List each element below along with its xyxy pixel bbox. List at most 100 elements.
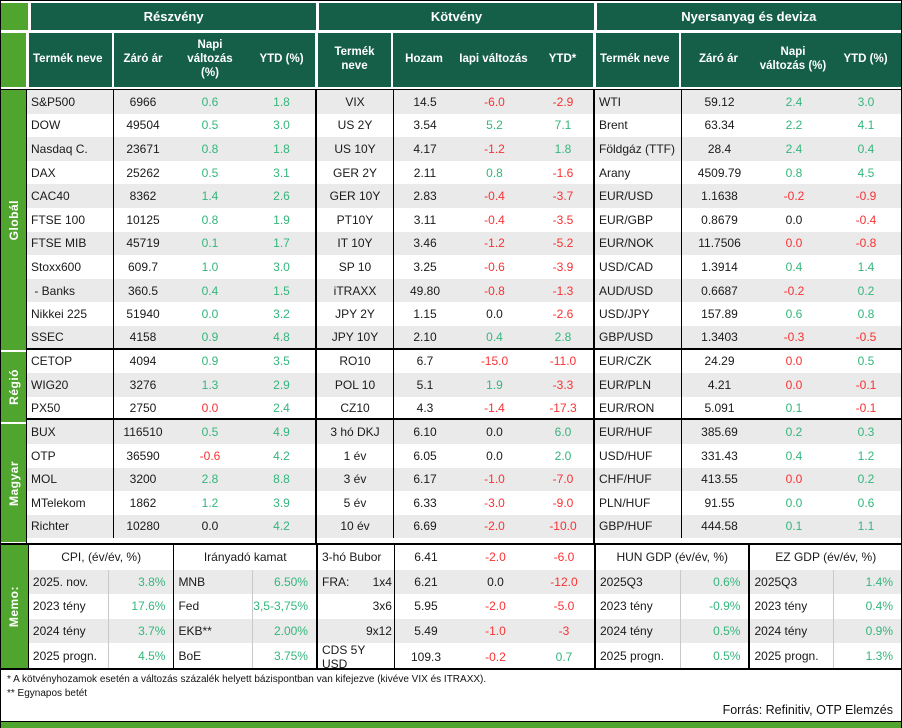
- bond-table: VIX 14.5 -6.0 -2.9 US 2Y 3.54 5.2 7.1 US 10Y 4.17…: [315, 90, 593, 543]
- daily-change-cell: 2.2: [785, 118, 803, 133]
- price-cell: 360.5: [127, 283, 159, 298]
- daily-change-cell: 0.0: [785, 377, 803, 392]
- daily-change-cell: -2.0: [485, 550, 506, 565]
- memo-label-left: FRA:: [321, 574, 350, 589]
- sidebar-label: Globál: [6, 199, 21, 240]
- product-name-cell: US 2Y: [317, 113, 394, 138]
- corner-cell: [1, 3, 28, 30]
- memo-row-item: 2025 progn. 4.5%: [29, 643, 174, 668]
- daily-change-cell: -0.2: [485, 650, 506, 664]
- memo-label: 2023 tény: [32, 599, 86, 614]
- product-name-cell: FTSE MIB: [27, 231, 114, 256]
- price-cell: 49504: [126, 118, 160, 133]
- product-name-cell: - Banks: [27, 278, 114, 303]
- sidebar-group-regio: Régió: [1, 351, 26, 423]
- ytd-cell: -5.0: [553, 599, 575, 614]
- ytd-cell: 0.7: [555, 650, 573, 664]
- memo-row-item: 2024 tény 0.9%: [750, 618, 901, 644]
- product-name-cell: BUX: [27, 420, 114, 444]
- table-row: EUR/HUF 385.69 0.2 0.3: [595, 420, 901, 444]
- product-name-cell: Nasdaq C.: [27, 137, 114, 161]
- ytd-cell: -2.6: [552, 307, 574, 322]
- price-cell: 8362: [129, 189, 157, 204]
- product-name-cell: GBP/USD: [595, 325, 682, 348]
- daily-change-cell: 0.0: [487, 574, 504, 589]
- col-header-close: Záró ár: [699, 53, 738, 66]
- memo-label-right: 1x4: [372, 574, 392, 589]
- ytd-cell: -0.8: [855, 236, 877, 251]
- daily-change-cell: 1.4: [201, 189, 219, 204]
- table-row: PX50 2750 0.0 2.4: [27, 396, 315, 421]
- memo-value: -0.9%: [679, 594, 749, 619]
- table-row: 3 hó DKJ 6.10 0.0 6.0: [317, 420, 593, 444]
- price-cell: 1.15: [413, 307, 437, 322]
- memo-row-item: 2025. nov. 3.8%: [28, 569, 174, 595]
- memo-label: 3x6: [318, 594, 395, 619]
- table-row: EUR/GBP 0.8679 0.0 -0.4: [595, 207, 901, 232]
- table-row: SSEC 4158 0.9 4.8: [27, 325, 315, 350]
- daily-change-cell: 0.5: [201, 165, 219, 180]
- memo-row-item: 3-hó Bubor 6.41 -2.0 -6.0: [318, 545, 594, 570]
- product-name-cell: USD/CAD: [595, 255, 682, 279]
- price-cell: 4.21: [707, 377, 732, 392]
- ytd-cell: 3.0: [273, 118, 290, 133]
- ytd-cell: 6.0: [554, 425, 572, 440]
- daily-change-cell: 0.4: [201, 283, 219, 298]
- product-name-cell: USD/HUF: [595, 443, 682, 468]
- ytd-cell: 8.8: [273, 472, 290, 487]
- daily-change-cell: 0.8: [785, 165, 803, 180]
- hun-gdp-block: HUN GDP (év/év, %) 2025Q3 0.6% 2023 tény -0…: [593, 545, 749, 668]
- memo-value: 0.5%: [679, 643, 749, 668]
- price-cell: 10125: [126, 212, 160, 227]
- product-name-cell: US 10Y: [317, 137, 394, 161]
- value-cell: 5.49: [414, 623, 438, 638]
- table-row: SP 10 3.25 -0.6 -3.9: [317, 255, 593, 279]
- memo-row-item: 2023 tény 0.4%: [750, 594, 901, 619]
- table-row: FTSE MIB 45719 0.1 1.7: [27, 231, 315, 256]
- table-row: MOL 3200 2.8 8.8: [27, 467, 315, 492]
- daily-change-cell: 0.9: [201, 354, 219, 369]
- memo-label: 2024 tény: [599, 624, 653, 639]
- ytd-cell: 1.5: [273, 283, 290, 298]
- memo-value: 0.9%: [833, 618, 901, 644]
- price-cell: 0.6687: [701, 283, 738, 298]
- ytd-cell: 3.9: [273, 495, 290, 510]
- product-name-cell: GBP/HUF: [595, 514, 682, 539]
- value-cell: 6.21: [414, 574, 438, 589]
- memo-row-item: 9x12 5.49 -1.0 -3: [317, 618, 594, 643]
- product-name-cell: EUR/RON: [595, 396, 682, 419]
- table-row: iTRAXX 49.80 -0.8 -1.3: [317, 278, 593, 303]
- daily-change-cell: 0.0: [201, 307, 219, 322]
- ytd-cell: 1.4: [857, 259, 875, 274]
- ytd-cell: -1.3: [552, 283, 574, 298]
- table-row: POL 10 5.1 1.9 -3.3: [317, 373, 593, 397]
- daily-change-cell: 0.1: [785, 519, 803, 534]
- price-cell: 1.3403: [701, 329, 738, 344]
- table-row: USD/HUF 331.43 0.4 1.2: [595, 443, 901, 468]
- price-cell: 2.10: [413, 329, 437, 344]
- daily-change-cell: 0.4: [486, 329, 503, 344]
- price-cell: 2.83: [413, 189, 437, 204]
- price-cell: 59.12: [704, 94, 735, 109]
- product-name-cell: PLN/HUF: [595, 491, 682, 515]
- product-name-cell: 3 év: [317, 467, 394, 492]
- table-row: BUX 116510 0.5 4.9: [27, 420, 315, 444]
- memo-value: 0.4%: [833, 594, 901, 619]
- memo-label: 2025 progn.: [32, 648, 97, 663]
- product-name-cell: MOL: [27, 467, 114, 492]
- sidebar-label: Magyar: [6, 460, 21, 506]
- ytd-cell: 3.2: [273, 307, 290, 322]
- table-row: RO10 6.7 -15.0 -11.0: [317, 349, 593, 374]
- ytd-cell: 0.3: [857, 425, 875, 440]
- ytd-cell: 4.5: [857, 165, 875, 180]
- memo-label-right: 3x6: [372, 599, 392, 614]
- table-row: Stoxx600 609.7 1.0 3.0: [27, 255, 315, 279]
- table-row: EUR/USD 1.1638 -0.2 -0.9: [595, 184, 901, 208]
- daily-change-cell: 0.5: [201, 118, 219, 133]
- memo-row-item: Fed 3,5-3,75%: [174, 594, 316, 619]
- product-name-cell: PT10Y: [317, 207, 394, 232]
- product-name-cell: JPY 10Y: [317, 325, 394, 348]
- bond-column-headers: Termék neve Hozam Iapi változás YTD*: [318, 33, 593, 87]
- product-name-cell: 3 hó DKJ: [317, 420, 394, 444]
- daily-change-cell: -2.0: [485, 599, 506, 614]
